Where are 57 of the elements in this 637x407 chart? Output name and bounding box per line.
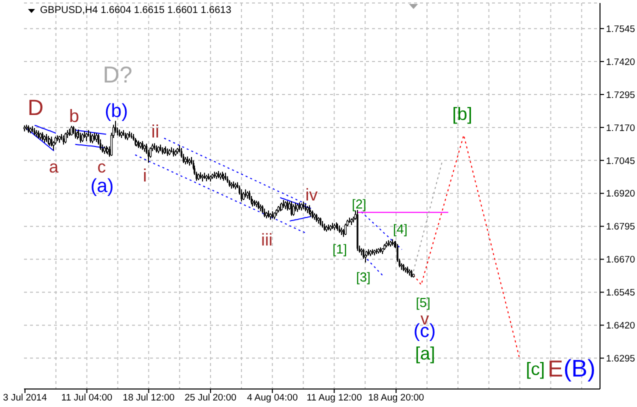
y-tick-label: 1.7295 bbox=[606, 90, 636, 101]
y-tick-label: 1.6795 bbox=[606, 222, 636, 233]
annotation: [2] bbox=[352, 196, 366, 211]
candlestick bbox=[64, 132, 67, 144]
candlestick bbox=[292, 204, 295, 216]
annotation: [3] bbox=[356, 269, 371, 284]
y-tick-label: 1.7170 bbox=[606, 122, 636, 134]
y-tick-label: 1.7045 bbox=[606, 156, 636, 167]
annotation: a bbox=[48, 157, 59, 176]
candlestick bbox=[91, 134, 94, 144]
x-tick-label: 25 Jul 20:00 bbox=[184, 392, 236, 404]
candlestick bbox=[50, 136, 52, 147]
x-tick-label: 11 Jul 04:00 bbox=[61, 392, 112, 404]
annotation: i bbox=[142, 166, 147, 186]
annotation: [c] bbox=[526, 358, 545, 379]
line-series bbox=[34, 124, 56, 134]
annotation: (b) bbox=[104, 100, 128, 122]
x-tick-label: 18 Jul 12:00 bbox=[122, 392, 175, 404]
y-tick-label: 1.6920 bbox=[606, 188, 636, 200]
candlestick bbox=[74, 128, 76, 140]
annotation: b bbox=[69, 106, 80, 126]
annotation: [4] bbox=[393, 220, 408, 236]
annotation: [a] bbox=[415, 343, 436, 364]
x-tick-label: 18 Aug 20:00 bbox=[368, 392, 424, 404]
annotation: [5] bbox=[416, 294, 430, 310]
annotation: iv bbox=[305, 185, 318, 204]
annotation: D bbox=[28, 94, 44, 120]
candlestick bbox=[290, 200, 292, 216]
annotation: (B) bbox=[563, 355, 596, 382]
annotation: [1] bbox=[332, 240, 348, 256]
annotation: [b] bbox=[452, 104, 472, 124]
annotation: E bbox=[548, 355, 564, 382]
y-tick-label: 1.6670 bbox=[606, 254, 636, 266]
y-tick-label: 1.6545 bbox=[606, 288, 636, 299]
candlestick bbox=[286, 200, 288, 211]
line-series bbox=[134, 154, 308, 234]
candlestick bbox=[248, 190, 250, 200]
x-tick-label: 11 Aug 12:00 bbox=[306, 392, 362, 404]
candlestick bbox=[90, 132, 92, 144]
x-tick-label: 3 Jul 2014 bbox=[3, 392, 47, 404]
candlestick bbox=[80, 132, 82, 144]
x-tick-label: 4 Aug 04:00 bbox=[247, 392, 298, 404]
candlestick bbox=[240, 188, 242, 202]
candlestick bbox=[62, 134, 64, 146]
candlestick bbox=[362, 248, 364, 260]
annotation: c bbox=[97, 157, 106, 176]
annotation: iii bbox=[261, 230, 273, 250]
chart-title: GBPUSD,H4 1.6604 1.6615 1.6601 1.6613 bbox=[40, 4, 232, 17]
y-tick-label: 1.6420 bbox=[606, 320, 636, 332]
y-tick-label: 1.7545 bbox=[606, 24, 636, 35]
annotation: D? bbox=[102, 61, 132, 88]
annotation: ii bbox=[151, 121, 160, 142]
annotation: (a) bbox=[90, 175, 114, 196]
candlestick bbox=[344, 223, 347, 236]
y-tick-label: 1.6295 bbox=[606, 354, 636, 365]
y-tick-label: 1.7420 bbox=[606, 56, 636, 68]
annotation: v bbox=[420, 308, 430, 328]
